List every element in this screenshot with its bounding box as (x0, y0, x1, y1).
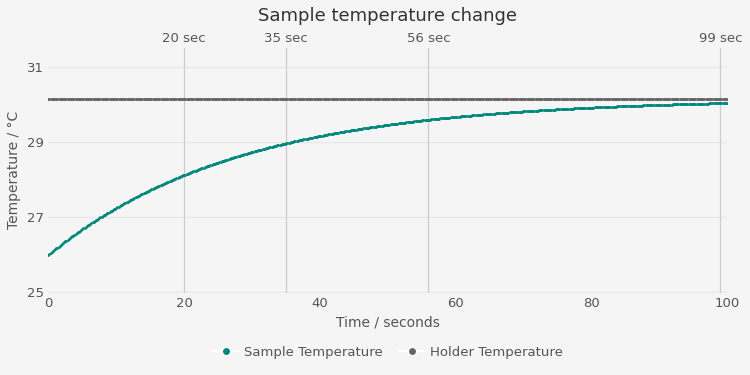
Legend: Sample Temperature, Holder Temperature: Sample Temperature, Holder Temperature (207, 340, 568, 364)
Title: Sample temperature change: Sample temperature change (258, 7, 518, 25)
X-axis label: Time / seconds: Time / seconds (336, 316, 440, 330)
Y-axis label: Temperature / °C: Temperature / °C (7, 111, 21, 229)
